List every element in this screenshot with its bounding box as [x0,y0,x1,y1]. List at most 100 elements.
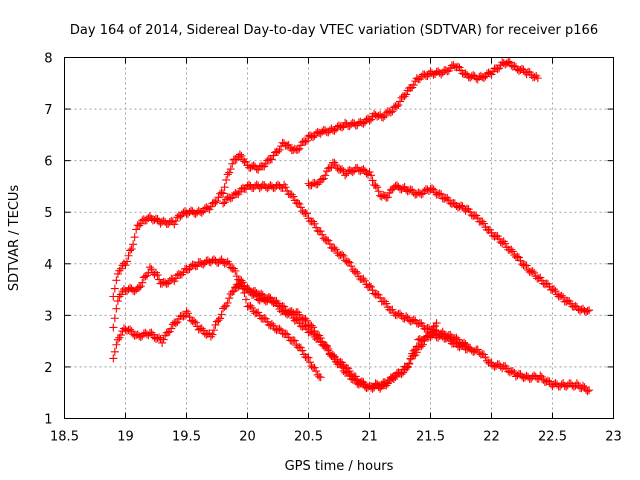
data-point [185,313,194,322]
data-point [223,299,232,307]
data-point [127,245,136,254]
data-point [222,175,231,184]
x-tick-label: 21 [361,430,378,445]
data-point [365,116,374,125]
data-point [501,239,510,248]
data-point [289,192,298,201]
data-point [251,290,260,299]
data-point [417,342,426,351]
data-point [359,274,368,283]
data-point [402,363,411,372]
data-point [112,276,121,285]
x-tick-label: 19 [117,430,134,445]
data-point [585,306,594,315]
data-point [374,187,383,196]
x-tick-label: 20.5 [294,430,323,445]
data-point [452,333,461,342]
data-point [171,319,180,328]
data-point [338,250,347,259]
data-point [159,335,168,344]
data-point [513,252,522,261]
data-point [289,336,298,345]
data-point [583,306,592,315]
data-point [324,236,333,245]
data-point [367,282,376,291]
data-point [325,239,334,248]
data-point [318,230,327,239]
data-point [197,208,206,217]
data-point [583,387,592,396]
data-point [386,108,395,117]
data-point [473,345,482,354]
data-point [324,344,333,353]
y-tick-label: 1 [44,413,52,428]
data-point [290,336,299,345]
data-point [550,285,559,294]
data-point [167,324,176,333]
x-tick-label: 19.5 [172,430,201,445]
data-point [330,243,339,252]
data-point [338,165,347,174]
data-point [316,227,325,236]
data-point [325,163,334,172]
data-point [345,258,354,267]
y-tick-label: 3 [44,309,52,324]
data-point [396,97,404,106]
data-point [171,217,180,225]
series-track-e [219,180,472,351]
data-point [304,353,313,362]
data-point [388,305,397,314]
x-axis-label: GPS time / hours [285,459,394,474]
data-point [298,346,307,355]
data-point [328,351,337,360]
x-tick-label: 22 [483,430,500,445]
data-point [293,146,302,155]
plot-frame [64,57,614,419]
data-point [379,113,388,122]
data-point [508,247,517,256]
data-point [112,340,121,349]
data-point [184,309,193,318]
data-point [344,257,353,266]
data-point [412,348,421,357]
data-point [428,184,437,193]
data-point [559,293,568,302]
data-point [368,383,377,392]
data-point [351,267,360,276]
data-point [481,353,490,362]
data-point [324,128,333,137]
data-point [365,281,374,290]
series-track-f [304,158,594,317]
y-axis-label: SDTVAR / TECUs [7,185,22,292]
data-point [507,245,516,254]
data-point [330,126,339,135]
data-point [153,271,162,280]
data-point [214,316,223,325]
x-tick-label: 21.5 [416,430,445,445]
data-point [533,74,542,83]
data-point [190,317,199,326]
data-point [237,151,246,160]
data-point [241,295,250,304]
data-point [504,57,513,66]
data-point [179,312,188,321]
x-tick-label: 18.5 [50,430,79,445]
data-point [220,183,229,192]
data-point [528,267,537,276]
data-point [479,73,488,82]
data-point [478,217,487,226]
data-point [223,170,232,179]
data-point [275,324,284,333]
data-point [405,359,414,368]
data-point [136,219,145,228]
data-point [312,367,321,376]
data-point [516,256,525,265]
data-point [382,299,391,308]
y-tick-label: 5 [44,206,52,221]
data-point [331,245,340,254]
data-point [295,310,304,319]
data-point [322,235,331,244]
data-point [206,332,215,341]
data-point [209,326,218,335]
data-point [402,90,411,99]
